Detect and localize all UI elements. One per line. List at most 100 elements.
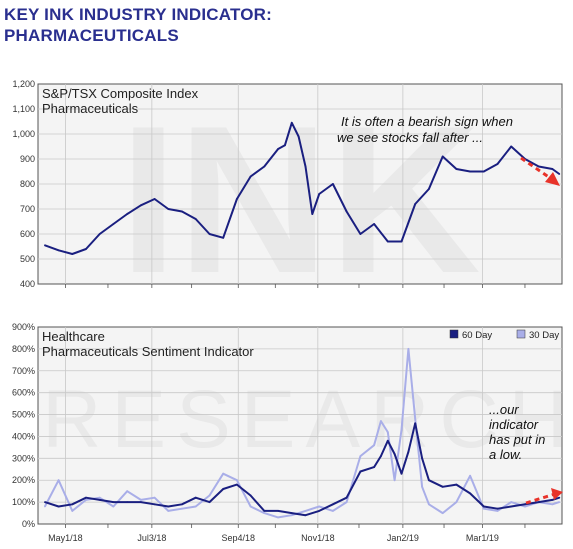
sentiment-data-point (181, 507, 183, 510)
sentiment-data-point (428, 503, 430, 506)
sentiment-data-point (153, 503, 156, 506)
watermark-research: RESEARCH (42, 374, 573, 465)
sentiment-y-tick-label: 900% (12, 322, 35, 332)
bullish-arrow-head (551, 488, 563, 500)
sentiment-data-point (263, 510, 266, 512)
sentiment-data-point (469, 492, 471, 495)
price-data-point (153, 198, 156, 200)
price-data-point (167, 208, 170, 210)
bearish-arrow-head (545, 172, 560, 186)
sentiment-data-point (332, 503, 334, 506)
sentiment-data-point (71, 510, 74, 512)
sentiment-chart-subtitle: Pharmaceuticals Sentiment Indicator (42, 344, 254, 359)
annotation-line-2: indicator (489, 417, 539, 432)
sentiment-data-point (496, 510, 499, 512)
sentiment-data-point (263, 512, 266, 514)
sentiment-data-point (373, 466, 375, 468)
price-data-point (455, 168, 458, 170)
price-data-point (428, 188, 430, 190)
sentiment-data-point (496, 507, 499, 510)
price-data-point (469, 170, 471, 173)
sentiment-data-point (380, 455, 382, 457)
sentiment-data-point (140, 499, 142, 501)
price-data-point (57, 249, 60, 252)
sentiment-y-tick-label: 100% (12, 497, 35, 507)
price-data-point (510, 145, 513, 148)
sentiment-data-point (167, 505, 170, 508)
price-chart-subtitle: Pharmaceuticals (42, 101, 139, 116)
price-y-tick-label: 700 (20, 204, 35, 214)
sentiment-data-point (421, 485, 423, 488)
sentiment-data-point (236, 483, 238, 486)
sentiment-data-point (44, 505, 46, 508)
sentiment-data-point (551, 499, 554, 501)
annotation-line-4: a low. (489, 447, 522, 462)
sentiment-data-point (181, 503, 183, 506)
price-data-point (414, 203, 417, 205)
sentiment-data-point (208, 501, 211, 503)
title-line-1: KEY INK INDUSTRY INDICATOR: (4, 5, 272, 24)
sentiment-data-point (393, 479, 396, 482)
sentiment-data-point (332, 510, 334, 512)
sentiment-data-point (44, 501, 46, 503)
sentiment-data-point (510, 501, 513, 503)
price-data-point (44, 244, 46, 247)
annotation-line-2: we see stocks fall after ... (337, 130, 483, 145)
sentiment-data-point (414, 418, 417, 420)
price-data-point (222, 236, 225, 239)
sentiment-data-point (469, 474, 471, 477)
sentiment-data-point (318, 505, 321, 508)
sentiment-data-point (524, 503, 526, 506)
sentiment-data-point (558, 496, 561, 499)
sentiment-data-point (85, 499, 87, 501)
sentiment-data-point (71, 503, 74, 506)
price-data-point (277, 148, 279, 150)
sentiment-y-tick-label: 0% (22, 519, 35, 529)
sentiment-data-point (318, 510, 321, 512)
annotation-line-3: has put in (489, 432, 545, 447)
price-y-tick-label: 500 (20, 254, 35, 264)
sentiment-data-point (455, 483, 458, 486)
title-line-2: PHARMACEUTICALS (4, 26, 179, 45)
sentiment-data-point (441, 512, 444, 514)
sentiment-data-point (85, 496, 87, 499)
price-data-point (359, 233, 362, 235)
price-y-tick-label: 1,200 (12, 79, 35, 89)
price-y-tick-label: 1,000 (12, 129, 35, 139)
sentiment-data-point (249, 494, 252, 497)
sentiment-data-point (373, 444, 375, 447)
sentiment-data-point (140, 501, 142, 503)
price-data-point (537, 165, 540, 168)
price-data-point (249, 175, 252, 178)
sentiment-data-point (167, 510, 170, 512)
legend-swatch-60-day (449, 329, 459, 339)
sentiment-y-tick-label: 700% (12, 366, 35, 376)
price-data-point (558, 173, 561, 175)
sentiment-data-point (208, 494, 211, 497)
sentiment-data-point (126, 501, 129, 503)
sentiment-data-point (304, 514, 307, 517)
price-data-point (345, 210, 348, 213)
sentiment-data-point (153, 496, 156, 499)
sentiment-data-point (222, 488, 225, 490)
price-y-tick-label: 600 (20, 229, 35, 239)
sentiment-data-point (524, 505, 526, 508)
sentiment-data-point (421, 457, 423, 460)
sentiment-data-point (112, 505, 115, 508)
sentiment-data-point (277, 516, 279, 519)
price-data-point (71, 253, 74, 255)
sentiment-data-point (126, 490, 129, 493)
legend-label-60-day: 60 Day (462, 330, 492, 341)
sentiment-y-tick-label: 400% (12, 431, 35, 441)
sentiment-data-point (359, 455, 362, 457)
price-data-point (297, 135, 300, 138)
sentiment-data-point (407, 348, 410, 350)
legend-swatch-30-day (516, 329, 526, 339)
annotation-line-1: It is often a bearish sign when (341, 114, 513, 129)
price-data-point (85, 248, 87, 250)
x-tick-label: Jan2/19 (387, 533, 419, 543)
sentiment-data-point (455, 501, 458, 503)
x-tick-label: Jul3/18 (137, 533, 166, 543)
sentiment-y-tick-label: 600% (12, 388, 35, 398)
